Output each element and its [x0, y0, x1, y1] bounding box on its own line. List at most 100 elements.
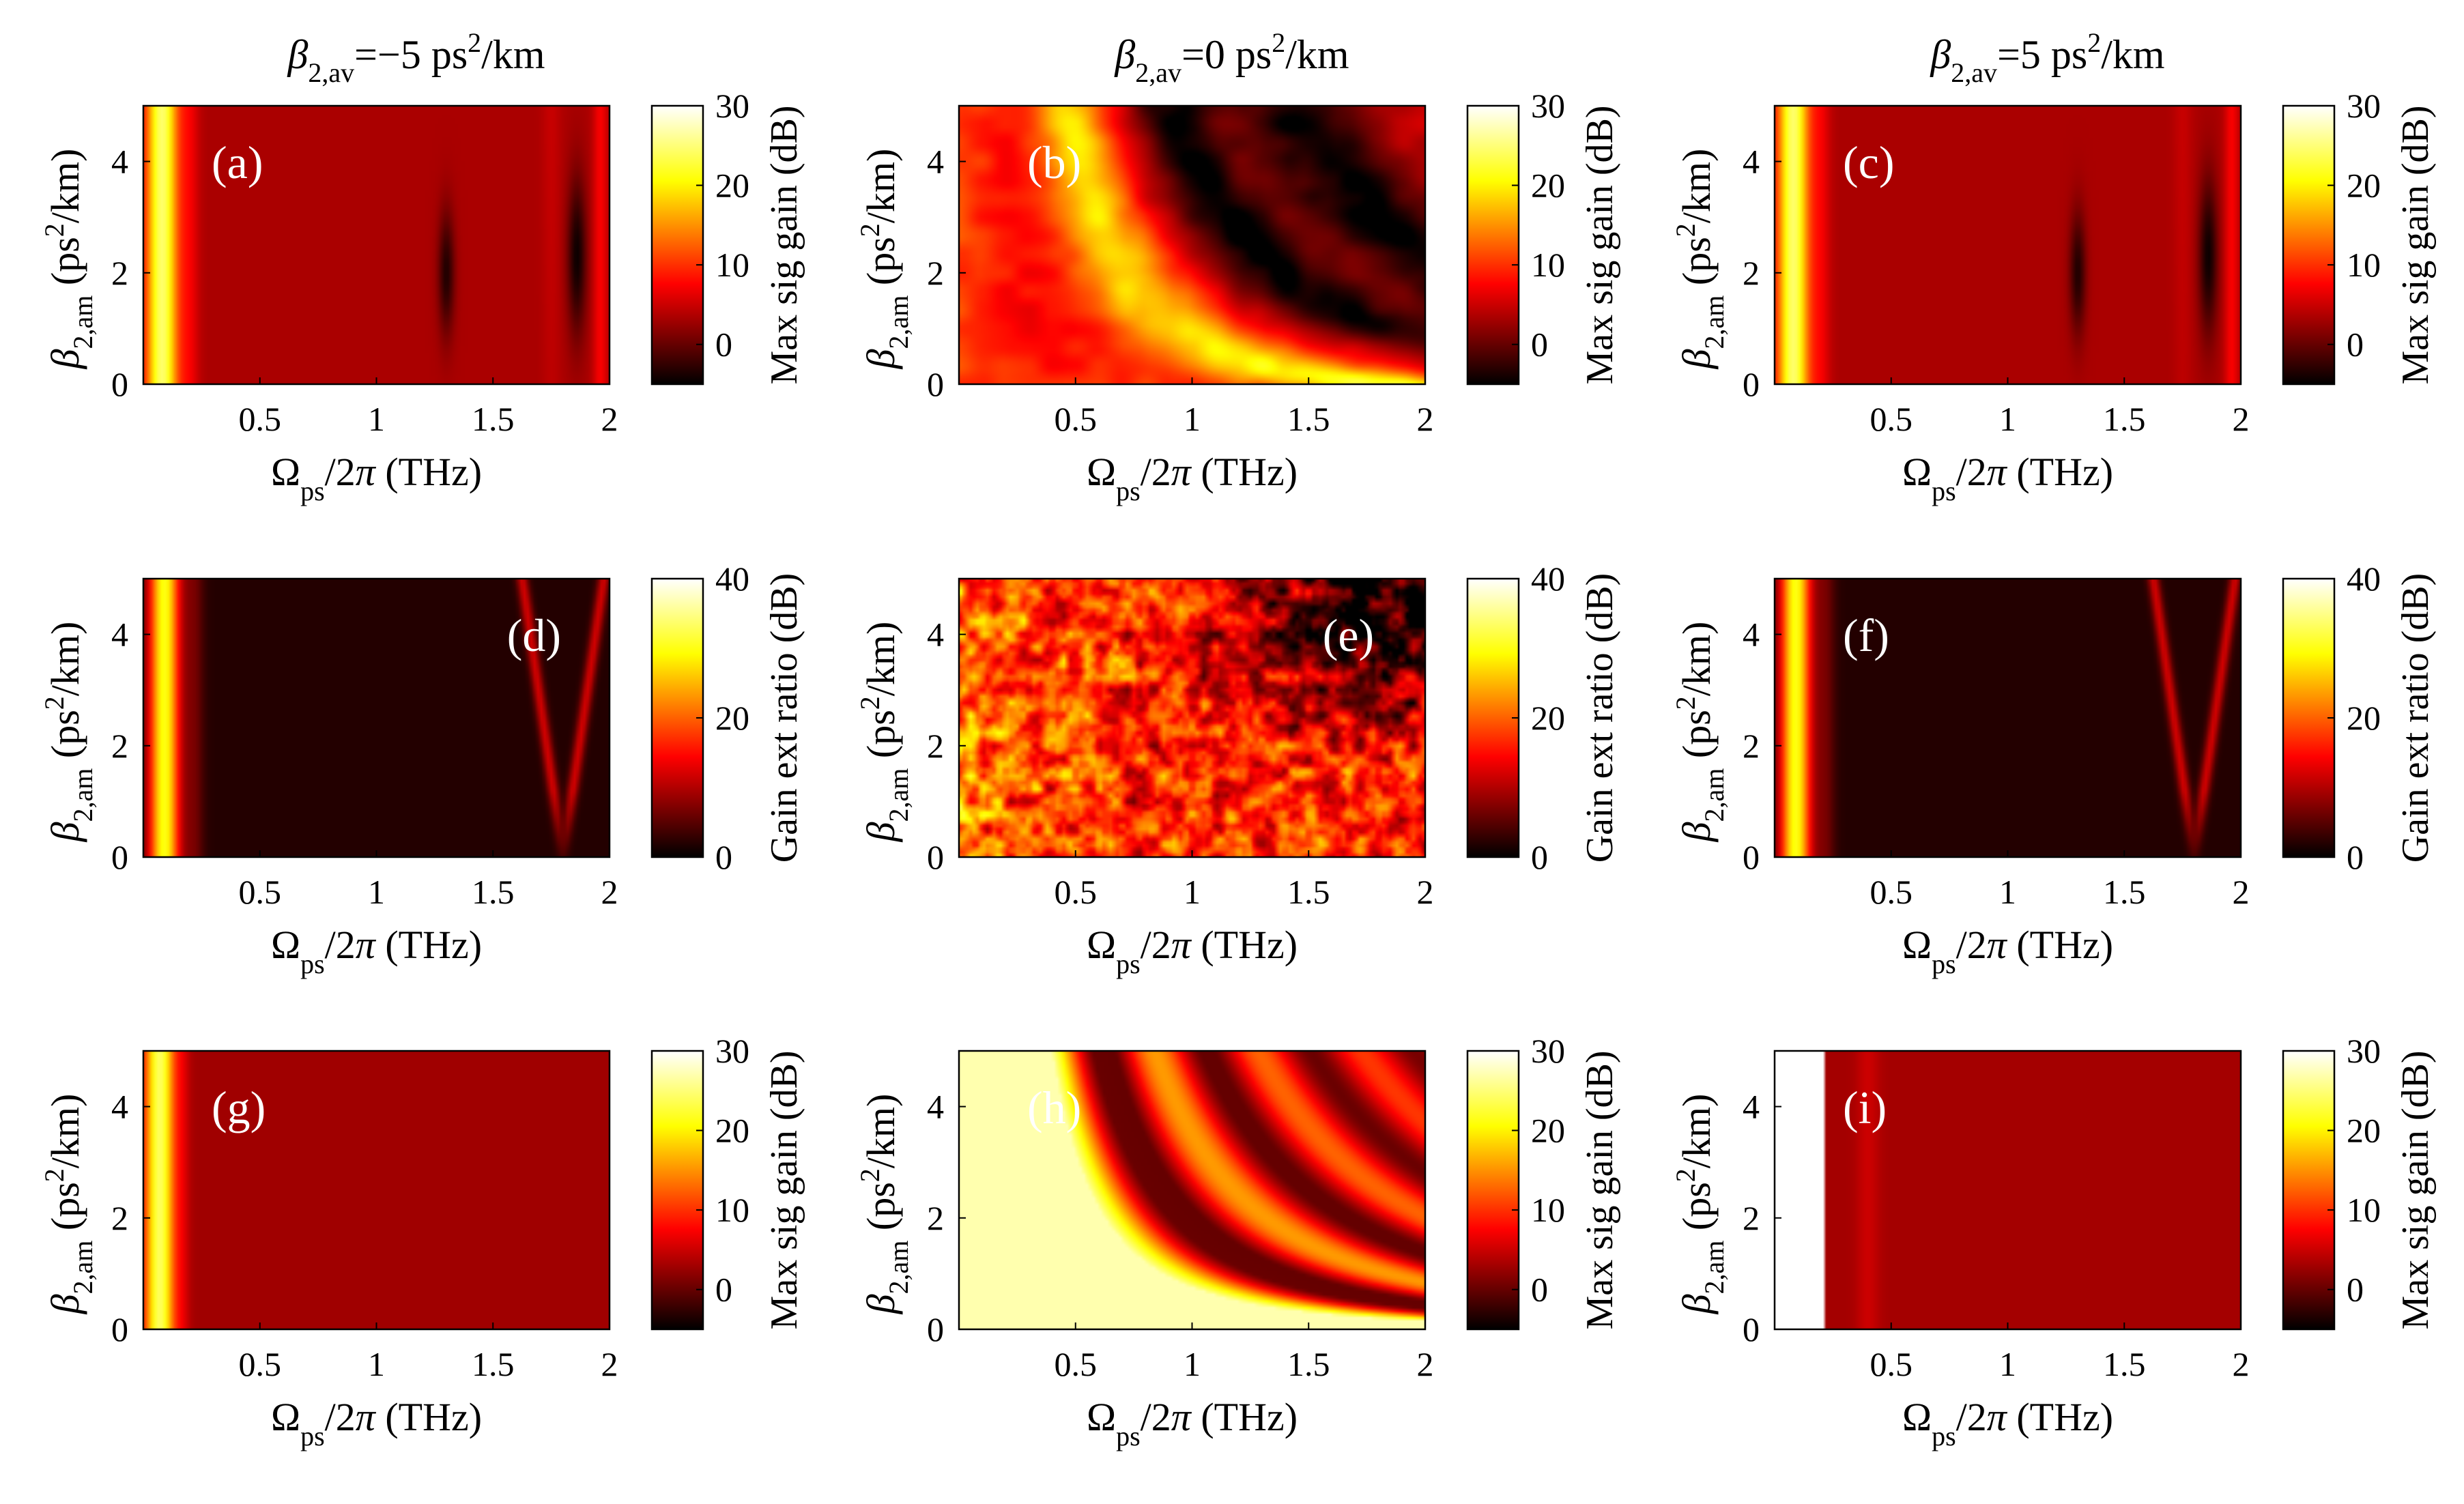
colorbar-tick-label: 0 — [1531, 326, 1548, 364]
panel-label: (i) — [1843, 1082, 1887, 1133]
y-tick-label: 4 — [111, 1088, 128, 1126]
x-axis-label: Ωps/2π (THz) — [271, 923, 482, 979]
y-tick-label: 2 — [1743, 727, 1760, 765]
column-title: β2,av=5 ps2/km — [1930, 27, 2164, 88]
colorbar-tick-label: 20 — [2347, 1112, 2381, 1150]
colorbar — [2283, 579, 2334, 857]
colorbar-tick-label: 40 — [2347, 560, 2381, 598]
y-axis-label: β2,am (ps2/km) — [39, 1094, 98, 1315]
x-axis-label: Ωps/2π (THz) — [1902, 450, 2113, 506]
x-tick-label: 1.5 — [2103, 1345, 2146, 1383]
y-tick-label: 4 — [927, 143, 944, 181]
panel-label: (a) — [212, 136, 263, 188]
x-tick-label: 0.5 — [1055, 400, 1098, 438]
panel-label: (b) — [1027, 136, 1081, 188]
y-axis-label: β2,am (ps2/km) — [39, 622, 98, 843]
x-tick-label: 1 — [368, 1345, 385, 1383]
x-tick-label: 1.5 — [1287, 1345, 1330, 1383]
colorbar-tick-label: 0 — [2347, 838, 2364, 876]
y-tick-label: 4 — [927, 1088, 944, 1126]
y-tick-label: 2 — [927, 727, 944, 765]
x-axis-label: Ωps/2π (THz) — [1087, 1395, 1298, 1451]
colorbar-tick-label: 20 — [715, 1112, 749, 1150]
column-title: β2,av=−5 ps2/km — [287, 27, 545, 88]
panel-label: (d) — [507, 609, 561, 661]
heatmap-image — [1775, 106, 2241, 384]
y-tick-label: 2 — [111, 254, 128, 292]
colorbar-tick-label: 40 — [1531, 560, 1565, 598]
x-tick-label: 1.5 — [2103, 873, 2146, 911]
column-title: β2,av=0 ps2/km — [1114, 27, 1349, 88]
colorbar-label: Max sig gain (dB) — [763, 105, 805, 384]
colorbar-tick-label: 0 — [1531, 838, 1548, 876]
y-tick-label: 0 — [1743, 838, 1760, 876]
colorbar-frame — [2282, 1050, 2336, 1331]
x-tick-label: 2 — [1417, 400, 1434, 438]
y-tick-label: 2 — [1743, 254, 1760, 292]
x-tick-label: 0.5 — [1870, 400, 1913, 438]
panel-label: (c) — [1843, 136, 1894, 188]
x-axis-label: Ωps/2π (THz) — [1902, 923, 2113, 979]
x-axis-label: Ωps/2π (THz) — [1087, 450, 1298, 506]
y-tick-label: 4 — [927, 616, 944, 654]
y-tick-label: 4 — [1743, 616, 1760, 654]
x-tick-label: 1.5 — [2103, 400, 2146, 438]
colorbar-tick-label: 20 — [2347, 167, 2381, 205]
colorbar-tick-label: 30 — [1531, 87, 1565, 125]
x-tick-label: 2 — [601, 873, 618, 911]
x-tick-label: 0.5 — [1055, 1345, 1098, 1383]
colorbar-tick-label: 20 — [715, 699, 749, 737]
y-tick-label: 0 — [111, 1310, 128, 1348]
y-tick-label: 0 — [927, 838, 944, 876]
colorbar-tick-label: 10 — [2347, 246, 2381, 284]
panel-label: (f) — [1843, 609, 1889, 661]
heatmap-image — [959, 579, 1425, 857]
panel-label: (h) — [1027, 1082, 1081, 1133]
x-tick-label: 1.5 — [472, 1345, 515, 1383]
colorbar-tick-label: 10 — [715, 1191, 749, 1229]
colorbar — [652, 579, 703, 857]
x-tick-label: 0.5 — [1870, 873, 1913, 911]
colorbar-tick-label: 0 — [1531, 1271, 1548, 1309]
colorbar-label: Max sig gain (dB) — [2394, 105, 2437, 384]
x-tick-label: 1 — [368, 400, 385, 438]
x-tick-label: 2 — [601, 1345, 618, 1383]
y-axis-label: β2,am (ps2/km) — [855, 1094, 914, 1315]
colorbar-tick-label: 10 — [1531, 1191, 1565, 1229]
colorbar-label: Gain ext ratio (dB) — [763, 573, 805, 863]
x-tick-label: 0.5 — [1055, 873, 1098, 911]
x-tick-label: 1 — [1999, 1345, 2016, 1383]
colorbar-tick-label: 30 — [1531, 1032, 1565, 1070]
y-tick-label: 0 — [927, 365, 944, 403]
x-tick-label: 1.5 — [472, 873, 515, 911]
panel-label: (e) — [1323, 609, 1374, 661]
heatmap-image — [143, 1051, 610, 1329]
colorbar-tick-label: 20 — [2347, 699, 2381, 737]
y-axis-label: β2,am (ps2/km) — [855, 149, 914, 370]
y-tick-label: 0 — [1743, 365, 1760, 403]
colorbar-frame — [2282, 104, 2336, 386]
x-axis-label: Ωps/2π (THz) — [271, 1395, 482, 1451]
x-tick-label: 1 — [1184, 1345, 1201, 1383]
colorbar — [652, 1051, 703, 1329]
colorbar-label: Gain ext ratio (dB) — [2394, 573, 2437, 863]
colorbar-label: Max sig gain (dB) — [1579, 1050, 1621, 1329]
colorbar — [652, 106, 703, 384]
colorbar-tick-label: 20 — [1531, 699, 1565, 737]
colorbar-tick-label: 0 — [715, 1271, 732, 1309]
x-tick-label: 0.5 — [239, 400, 282, 438]
colorbar — [1467, 579, 1519, 857]
colorbar-tick-label: 20 — [1531, 1112, 1565, 1150]
y-tick-label: 4 — [111, 616, 128, 654]
colorbar — [1467, 106, 1519, 384]
colorbar-tick-label: 0 — [2347, 326, 2364, 364]
colorbar-label: Max sig gain (dB) — [2394, 1050, 2437, 1329]
colorbar — [2283, 1051, 2334, 1329]
